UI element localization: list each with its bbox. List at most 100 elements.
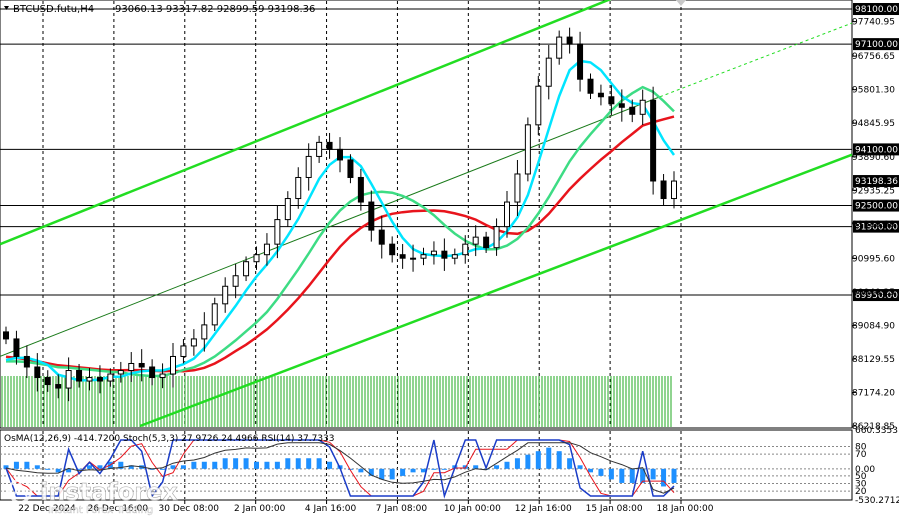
candle-body (441, 250, 448, 259)
x-tick-label: 7 Jan 08:00 (376, 504, 428, 514)
y-tick-label: 87174.20 (852, 388, 895, 398)
indicator-scale-label: 70 (855, 450, 867, 460)
osma-bar (368, 468, 374, 476)
osma-bar (347, 468, 353, 470)
osma-bar (295, 458, 301, 469)
osma-bar (619, 468, 625, 483)
osma-bar (191, 461, 197, 469)
x-tick-label: 2 Jan 00:00 (234, 504, 286, 514)
osma-bar (45, 468, 51, 470)
candle-body (618, 103, 625, 108)
channel-lower-line (139, 153, 853, 428)
y-tick-label: 90995.60 (852, 254, 895, 264)
osma-bar (556, 451, 562, 469)
candle-body (660, 180, 667, 200)
indicator-scale-label: 20 (855, 487, 867, 497)
price-panel (0, 0, 853, 429)
osma-bar (514, 458, 520, 469)
osma-bar (358, 468, 364, 473)
y-tick-label: 95801.30 (852, 86, 895, 96)
candle-body (535, 85, 542, 126)
price-levels: 98100.00 97100.00 94100.00 92500.00 91900.00… (0, 3, 899, 302)
candle-body (462, 243, 469, 256)
x-tick-label: 10 Jan 00:00 (444, 504, 501, 514)
osma-bar (629, 468, 635, 483)
osma-bar (285, 458, 291, 469)
osma-bar (264, 461, 270, 469)
channel-median-line (0, 96, 661, 357)
x-tick-label: 15 Jan 08:00 (586, 504, 643, 514)
channel-median-extension (659, 22, 853, 98)
x-tick-label: 22 Dec 2024 (18, 504, 76, 514)
candle-body (128, 362, 135, 372)
candle-body (389, 243, 396, 256)
level-tag-label: 89950.00 (855, 291, 898, 301)
candle-body (211, 303, 218, 326)
candle-body (76, 370, 83, 382)
candle-body (170, 355, 176, 375)
candle-body (337, 148, 343, 161)
osma-bar (473, 465, 479, 469)
y-tick-label: 97740.95 (852, 18, 895, 28)
trend-channel (0, 0, 853, 428)
osma-bar (608, 468, 614, 480)
osma-bar (13, 461, 19, 469)
current-price-tag (853, 175, 899, 188)
level-tag-label: 94100.00 (855, 145, 898, 155)
candle-body (368, 201, 375, 231)
ma-mid-line (6, 85, 675, 378)
osma-bar (233, 458, 239, 469)
indicator-scale-label: 30 (855, 480, 867, 490)
osma-bar (671, 468, 677, 483)
level-tag (853, 220, 899, 233)
indicator-scale-label: 80 (855, 442, 867, 452)
osma-bar (180, 465, 186, 469)
candle-body (556, 36, 563, 59)
osma-bar (598, 468, 604, 476)
candle-body (96, 377, 103, 382)
level-tag-label: 92500.00 (855, 202, 898, 212)
candle-body (410, 257, 417, 260)
osma-bar (535, 451, 541, 469)
candle-body (472, 236, 479, 245)
candle-body (399, 254, 406, 259)
x-tick-label: 18 Jan 00:00 (657, 504, 714, 514)
osma-bar (274, 461, 280, 469)
osma-bar (421, 468, 426, 473)
watermark-tagline: Instant Forex Trading (48, 505, 153, 516)
candle-body (3, 331, 9, 340)
stoch-signal-line (5, 439, 675, 497)
level-tag-label: 97100.00 (855, 40, 898, 50)
period-separator-marker-icon (676, 0, 686, 6)
candle-body (430, 250, 437, 256)
osma-bar (400, 468, 406, 476)
candle-body (263, 243, 270, 256)
candle-body (55, 384, 62, 389)
candle-body (295, 176, 302, 200)
y-tick-label: 89084.90 (852, 321, 895, 331)
candle-body (222, 285, 229, 305)
rsi-line (5, 442, 675, 494)
indicator-label: OsMA(12,26,9) -414.7200 Stoch(5,3,3) 27.… (4, 434, 335, 444)
candles (3, 27, 677, 402)
osma-bar (650, 468, 656, 480)
level-tag (853, 143, 899, 156)
current-price-label: 93198.36 (855, 177, 898, 187)
candle-body (44, 377, 51, 386)
osma-bar (389, 468, 395, 480)
level-tag (853, 289, 899, 302)
osma-bar (640, 468, 646, 483)
candle-body (650, 99, 657, 182)
osma-bar (306, 458, 312, 469)
candle-body (159, 373, 166, 379)
osma-bar (410, 468, 416, 473)
indicator-scale-label: -530.2712 (855, 496, 899, 506)
candle-body (284, 198, 291, 221)
collapse-triangle-icon[interactable] (4, 6, 9, 10)
osma-bar (3, 465, 9, 469)
osma-bar (588, 468, 593, 473)
y-tick-label: 92935.25 (852, 186, 895, 196)
y-tick-label: 88129.55 (852, 355, 895, 365)
candle-body (316, 141, 323, 157)
